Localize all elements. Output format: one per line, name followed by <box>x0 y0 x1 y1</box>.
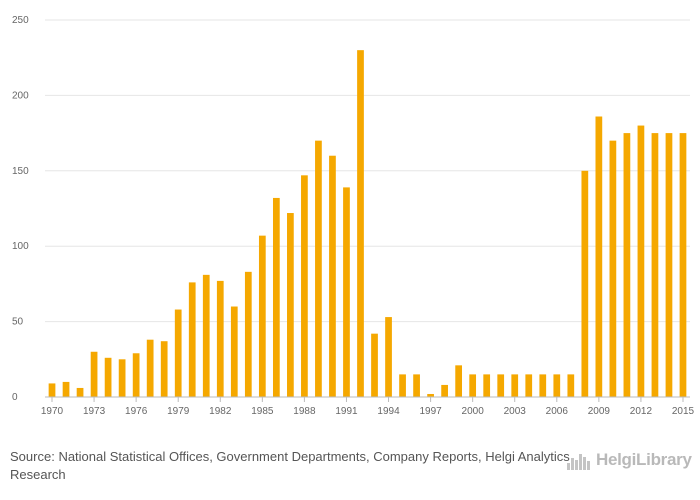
source-prefix: Source: <box>10 449 55 464</box>
bar-1998 <box>441 384 448 397</box>
bar-2004 <box>525 374 533 397</box>
x-tick-label: 1988 <box>293 406 316 417</box>
x-tick-label: 1994 <box>377 406 400 417</box>
x-tick-label: 2000 <box>462 406 485 417</box>
x-tick-label: 1991 <box>335 406 358 417</box>
x-tick-label: 1982 <box>209 406 232 417</box>
bar-1996 <box>413 374 420 397</box>
x-tick-label: 2003 <box>504 406 527 417</box>
bar-1984 <box>244 271 252 397</box>
bar-1986 <box>272 197 280 397</box>
bar-2015 <box>679 133 687 397</box>
y-tick-label: 0 <box>12 392 18 403</box>
brand-logo: HelgiLibrary <box>566 448 692 472</box>
bar-1979 <box>174 309 182 397</box>
y-tick-label: 50 <box>12 317 24 328</box>
bar-1975 <box>118 359 126 397</box>
bar-1983 <box>230 306 238 397</box>
x-tick-label: 1970 <box>41 406 64 417</box>
bar-2003 <box>511 374 519 397</box>
y-tick-label: 250 <box>12 15 29 26</box>
bar-2006 <box>553 374 561 397</box>
bar-1995 <box>399 374 406 397</box>
bar-1971 <box>62 381 70 397</box>
brand-name: HelgiLibrary <box>596 450 692 469</box>
helgi-logo-icon <box>567 454 590 470</box>
bar-1987 <box>287 213 294 397</box>
bar-1997 <box>427 393 434 397</box>
y-axis-labels: 0 50 100 150 200 250 <box>12 15 29 403</box>
bar-1999 <box>455 365 463 397</box>
bar-1982 <box>216 280 224 397</box>
bar-2012 <box>637 125 645 397</box>
bars <box>48 50 687 398</box>
y-tick-label: 200 <box>12 90 29 101</box>
bar-1972 <box>76 387 84 397</box>
x-tick-label: 1976 <box>125 406 148 417</box>
x-tick-label: 1997 <box>419 406 442 417</box>
bar-1988 <box>301 175 308 397</box>
bar-1976 <box>132 353 140 397</box>
bar-2013 <box>651 133 659 397</box>
x-tick-label: 1973 <box>83 406 106 417</box>
y-tick-label: 150 <box>12 166 29 177</box>
x-tick-label: 2015 <box>672 406 695 417</box>
x-tick-label: 1979 <box>167 406 190 417</box>
x-tick-label: 2012 <box>630 406 653 417</box>
bar-1977 <box>146 339 154 397</box>
bar-1985 <box>258 235 266 397</box>
bar-1989 <box>315 140 322 397</box>
bar-2008 <box>581 170 589 397</box>
bar-2014 <box>665 133 673 397</box>
bar-1994 <box>385 317 392 397</box>
bar-2009 <box>595 116 603 398</box>
y-tick-label: 100 <box>12 241 29 252</box>
bar-2010 <box>609 140 617 397</box>
gridlines <box>45 19 690 323</box>
source-text: National Statistical Offices, Government… <box>10 449 570 482</box>
x-tick-label: 1985 <box>251 406 274 417</box>
bar-1970 <box>48 383 56 397</box>
bar-1992 <box>357 50 364 397</box>
bar-2011 <box>623 133 631 397</box>
bar-1990 <box>329 155 336 397</box>
x-tick-label: 2006 <box>546 406 569 417</box>
bar-2002 <box>497 374 505 397</box>
bar-2001 <box>483 374 491 397</box>
source-note: Source: National Statistical Offices, Go… <box>10 448 570 484</box>
bar-2005 <box>539 374 547 397</box>
bar-1991 <box>343 187 350 397</box>
bar-2000 <box>469 374 477 397</box>
x-tick-label: 2009 <box>588 406 611 417</box>
bar-1981 <box>202 274 210 397</box>
bar-1993 <box>371 333 378 397</box>
bar-1980 <box>188 282 196 397</box>
x-axis-labels: 1970 1973 1976 1979 1982 1985 1988 1991 1994 1997… <box>41 397 695 417</box>
bar-1973 <box>90 351 98 397</box>
bar-1978 <box>160 341 168 397</box>
bar-2007 <box>567 374 575 397</box>
bar-chart: 0 50 100 150 200 250 1970 1973 1976 1979 1982 1985… <box>12 15 695 417</box>
bar-1974 <box>104 357 112 397</box>
